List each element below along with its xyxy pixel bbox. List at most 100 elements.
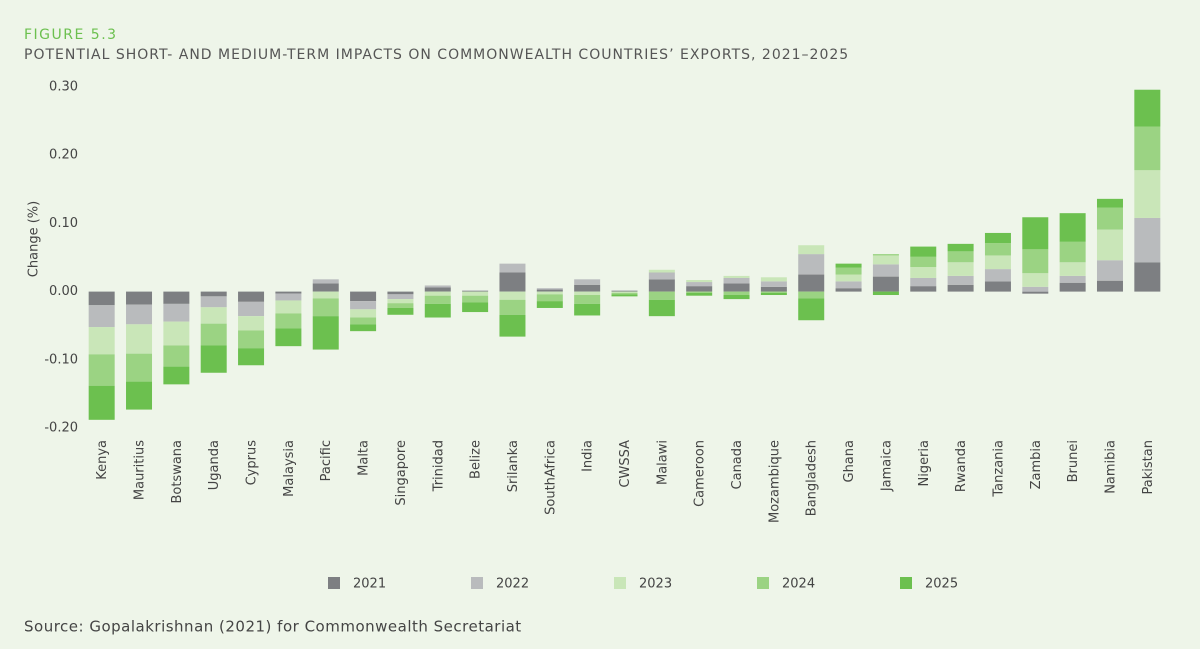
bar-segment bbox=[574, 291, 601, 296]
bar-segment bbox=[984, 255, 1011, 270]
bar-segment bbox=[648, 272, 675, 280]
legend-swatch bbox=[328, 577, 340, 589]
bar-segment bbox=[536, 294, 563, 302]
bar-segment bbox=[200, 296, 227, 308]
bar-segment bbox=[1059, 213, 1086, 242]
bar-segment bbox=[312, 291, 339, 299]
legend-swatch bbox=[614, 577, 626, 589]
x-tick-label: Zambia bbox=[1029, 440, 1044, 489]
x-tick-label: Jamaica bbox=[879, 440, 894, 492]
x-tick-label: Canada bbox=[730, 440, 745, 489]
bar-segment bbox=[424, 295, 451, 304]
bar-segment bbox=[462, 295, 489, 303]
bar-segment bbox=[1096, 229, 1123, 261]
bar-segment bbox=[462, 290, 489, 291]
y-axis-label: Change (%) bbox=[27, 201, 42, 277]
bar-segment bbox=[350, 301, 377, 310]
bar-segment bbox=[163, 366, 190, 385]
bar-segment bbox=[910, 286, 937, 292]
bar-segment bbox=[723, 277, 750, 284]
bar-segment bbox=[872, 255, 899, 265]
bar-segment bbox=[984, 281, 1011, 292]
bar-segment bbox=[200, 291, 227, 297]
x-tick-label: Singapore bbox=[394, 440, 409, 506]
bar-segment bbox=[798, 291, 825, 299]
bar-segment bbox=[835, 288, 862, 292]
bar-segment bbox=[387, 303, 414, 308]
bar-segment bbox=[760, 277, 787, 282]
bar-segment bbox=[723, 275, 750, 278]
bar-segment bbox=[1059, 262, 1086, 276]
bar-segment bbox=[1134, 126, 1161, 171]
bar-segment bbox=[1096, 260, 1123, 281]
x-tick-label: Bangladesh bbox=[805, 440, 820, 516]
x-tick-label: Srilanka bbox=[506, 440, 521, 492]
bar-segment bbox=[238, 330, 265, 349]
bar-segment bbox=[88, 327, 115, 355]
bar-segment bbox=[424, 291, 451, 296]
bar-segment bbox=[163, 321, 190, 346]
x-tick-label: Tanzania bbox=[991, 440, 1006, 498]
bar-segment bbox=[1022, 286, 1049, 292]
bar-segment bbox=[686, 282, 713, 287]
legend-swatch bbox=[757, 577, 769, 589]
bar-segment bbox=[686, 280, 713, 283]
bar-segment bbox=[275, 328, 302, 347]
bar-segment bbox=[611, 294, 638, 297]
bar-segment bbox=[163, 345, 190, 367]
bar-segment bbox=[126, 304, 153, 325]
bar-segment bbox=[611, 291, 638, 293]
bar-segment bbox=[798, 254, 825, 275]
bar-segment bbox=[499, 263, 526, 273]
x-tick-label: Malawi bbox=[655, 440, 670, 485]
bar-segment bbox=[200, 345, 227, 373]
bar-segment bbox=[200, 323, 227, 346]
bar-segment bbox=[574, 295, 601, 304]
x-tick-label: Trinidad bbox=[431, 440, 446, 492]
x-tick-label: Namibia bbox=[1103, 440, 1118, 494]
legend-label: 2024 bbox=[782, 577, 815, 592]
bar-segment bbox=[1096, 280, 1123, 292]
bar-segment bbox=[872, 276, 899, 292]
bar-segment bbox=[798, 245, 825, 255]
x-tick-label: Uganda bbox=[207, 440, 222, 490]
legend-swatch bbox=[471, 577, 483, 589]
bar-segment bbox=[238, 291, 265, 302]
bar-segment bbox=[648, 269, 675, 273]
bar-segment bbox=[499, 299, 526, 315]
x-tick-label: Mozambique bbox=[767, 440, 782, 523]
bar-segment bbox=[499, 272, 526, 292]
bar-segment bbox=[984, 232, 1011, 244]
bar-segment bbox=[462, 302, 489, 313]
bar-segment bbox=[872, 291, 899, 296]
bar-segment bbox=[1134, 217, 1161, 263]
bar-segment bbox=[574, 303, 601, 316]
bar-segment bbox=[947, 275, 974, 285]
source: Source: Gopalakrishnan (2021) for Common… bbox=[24, 618, 522, 636]
bar-segment bbox=[387, 307, 414, 315]
bar-segment bbox=[611, 290, 638, 292]
bar-segment bbox=[499, 314, 526, 337]
bar-segment bbox=[611, 290, 638, 291]
y-tick-label: 0.10 bbox=[49, 216, 78, 231]
bar-segment bbox=[1134, 89, 1161, 127]
bar-segment bbox=[835, 281, 862, 289]
x-tick-label: Cyprus bbox=[245, 440, 260, 486]
bar-segment bbox=[536, 289, 563, 292]
x-tick-label: Kenya bbox=[95, 440, 110, 480]
bar-segment bbox=[126, 291, 153, 305]
legend-label: 2025 bbox=[925, 577, 958, 592]
bar-segment bbox=[88, 354, 115, 386]
legend-label: 2022 bbox=[496, 577, 529, 592]
bar-segment bbox=[312, 298, 339, 317]
bar-segment bbox=[238, 301, 265, 317]
bar-segment bbox=[275, 300, 302, 314]
bar-segment bbox=[462, 291, 489, 296]
bar-segment bbox=[910, 267, 937, 278]
bar-segment bbox=[910, 277, 937, 287]
y-tick-label: 0.00 bbox=[49, 284, 78, 299]
bar-segment bbox=[723, 291, 750, 296]
x-tick-label: Pakistan bbox=[1141, 440, 1156, 494]
bar-segment bbox=[574, 284, 601, 292]
